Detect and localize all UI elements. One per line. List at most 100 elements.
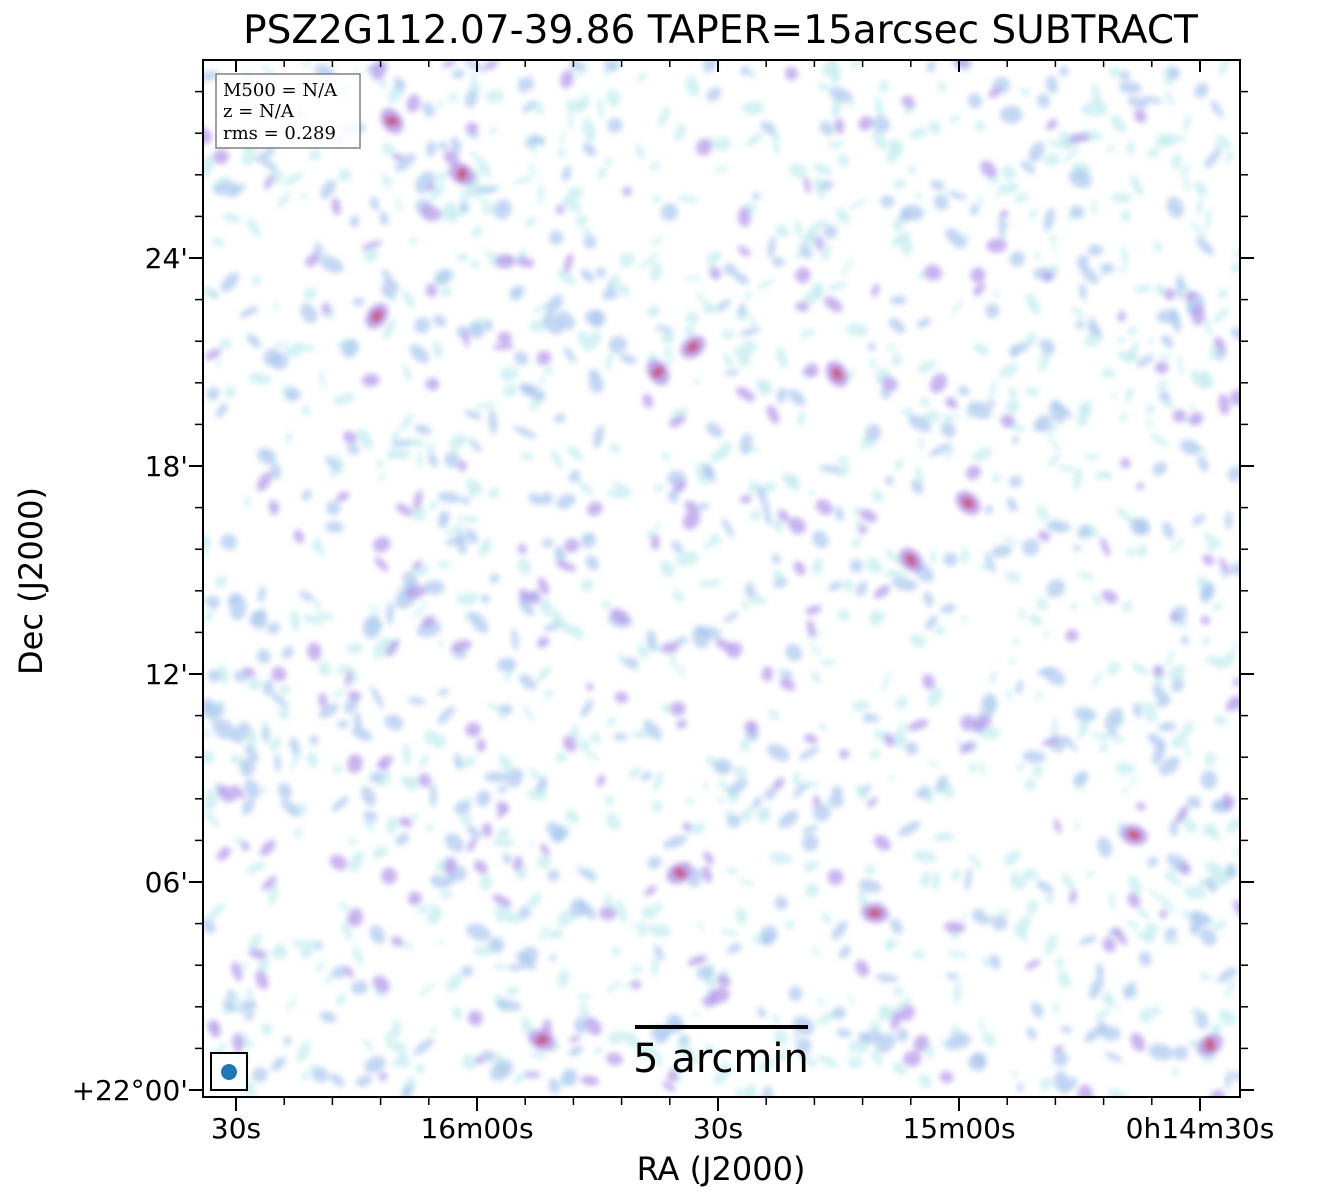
noise-speckle <box>1154 361 1169 374</box>
noise-speckle <box>651 365 665 379</box>
noise-speckle <box>798 746 820 761</box>
noise-speckle <box>385 115 399 127</box>
noise-speckle <box>372 536 391 553</box>
noise-speckle <box>556 269 577 285</box>
noise-speckle <box>605 158 613 167</box>
noise-speckle <box>717 797 725 805</box>
noise-speckle <box>713 1071 727 1085</box>
noise-speckle <box>411 506 427 522</box>
noise-speckle <box>496 657 517 673</box>
noise-speckle <box>333 392 356 406</box>
noise-speckle <box>593 424 605 449</box>
noise-speckle <box>568 1045 584 1057</box>
noise-speckle <box>1170 537 1185 553</box>
noise-speckle <box>1176 274 1185 300</box>
noise-speckle <box>517 558 532 575</box>
noise-speckle <box>653 770 664 792</box>
noise-speckle <box>227 593 240 605</box>
noise-speckle <box>682 822 692 832</box>
noise-speckle <box>838 466 851 478</box>
noise-speckle <box>1195 1011 1209 1030</box>
noise-speckle <box>536 665 552 683</box>
noise-speckle <box>1136 544 1148 558</box>
noise-speckle <box>240 999 257 1014</box>
noise-speckle <box>937 82 947 92</box>
noise-speckle <box>405 777 420 785</box>
noise-speckle <box>612 481 633 495</box>
noise-speckle <box>972 447 993 461</box>
noise-speckle <box>771 554 781 564</box>
noise-speckle <box>1074 821 1080 830</box>
noise-speckle <box>555 617 573 634</box>
noise-speckle <box>426 908 443 925</box>
noise-speckle <box>1049 234 1057 244</box>
noise-speckle <box>1139 702 1156 712</box>
noise-speckle <box>246 217 261 237</box>
noise-speckle <box>1224 979 1236 998</box>
noise-speckle <box>582 118 596 142</box>
noise-speckle <box>478 544 488 557</box>
noise-speckle <box>679 1035 689 1044</box>
noise-speckle <box>437 640 444 646</box>
noise-speckle <box>757 808 768 819</box>
noise-speckle <box>1126 547 1136 557</box>
noise-speckle <box>756 484 767 506</box>
noise-speckle <box>799 328 815 338</box>
noise-speckle <box>1136 908 1150 919</box>
noise-speckle <box>436 561 453 568</box>
noise-speckle <box>1199 928 1217 946</box>
noise-speckle <box>580 578 594 592</box>
noise-speckle <box>647 856 662 870</box>
noise-speckle <box>270 691 289 709</box>
noise-speckle <box>1025 778 1037 792</box>
noise-speckle <box>682 510 701 530</box>
noise-speckle <box>402 743 412 767</box>
noise-speckle <box>1154 284 1166 296</box>
noise-speckle <box>945 228 967 249</box>
noise-speckle <box>1227 465 1240 482</box>
noise-speckle <box>893 728 907 748</box>
noise-speckle <box>586 682 594 691</box>
noise-speckle <box>653 944 665 961</box>
noise-speckle <box>973 342 990 356</box>
noise-speckle <box>980 160 997 178</box>
noise-speckle <box>1077 571 1095 580</box>
noise-speckle <box>945 972 960 980</box>
noise-speckle <box>1171 153 1182 169</box>
noise-speckle <box>347 690 362 700</box>
noise-speckle <box>649 161 661 171</box>
noise-speckle <box>285 388 301 402</box>
noise-speckle <box>1156 380 1169 390</box>
noise-speckle <box>1084 871 1095 878</box>
noise-speckle <box>847 995 855 1003</box>
x-tick-label: 30s <box>693 1112 743 1145</box>
noise-speckle <box>812 530 829 549</box>
noise-speckle <box>583 234 597 249</box>
noise-speckle <box>285 432 293 444</box>
noise-speckle <box>241 842 250 851</box>
noise-speckle <box>716 441 733 460</box>
noise-speckle <box>1200 370 1214 389</box>
noise-speckle <box>381 173 392 189</box>
noise-speckle <box>554 928 564 938</box>
noise-speckle <box>256 448 277 465</box>
noise-speckle <box>837 608 850 621</box>
noise-speckle <box>703 851 714 865</box>
noise-speckle <box>276 191 291 209</box>
noise-speckle <box>1043 666 1066 686</box>
noise-speckle <box>476 156 491 179</box>
noise-speckle <box>1070 306 1086 318</box>
noise-speckle <box>880 195 895 208</box>
noise-speckle <box>803 176 811 194</box>
noise-speckle <box>451 639 472 652</box>
noise-speckle <box>543 623 560 632</box>
noise-speckle <box>1035 597 1049 611</box>
noise-speckle <box>519 382 534 397</box>
noise-speckle <box>437 491 462 503</box>
noise-speckle <box>555 752 567 763</box>
noise-speckle <box>1020 87 1031 97</box>
noise-speckle <box>355 1075 373 1087</box>
noise-speckle <box>1108 891 1116 911</box>
noise-speckle <box>905 553 917 567</box>
